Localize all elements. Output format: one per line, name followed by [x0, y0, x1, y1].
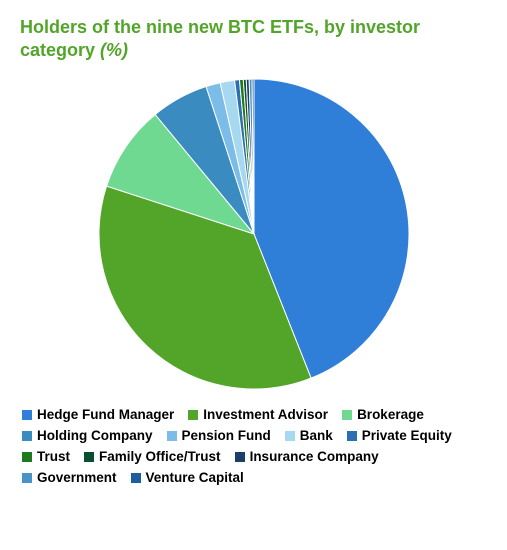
legend-swatch	[131, 473, 141, 483]
legend-swatch	[22, 452, 32, 462]
legend-item: Private Equity	[347, 428, 452, 443]
legend-label: Pension Fund	[182, 428, 271, 443]
legend-label: Family Office/Trust	[99, 449, 221, 464]
legend-item: Investment Advisor	[188, 407, 328, 422]
legend-swatch	[84, 452, 94, 462]
chart-title: Holders of the nine new BTC ETFs, by inv…	[20, 16, 487, 61]
legend-item: Insurance Company	[235, 449, 379, 464]
chart-title-main: Holders of the nine new BTC ETFs, by inv…	[20, 17, 420, 60]
legend-item: Holding Company	[22, 428, 153, 443]
legend-swatch	[167, 431, 177, 441]
legend-label: Investment Advisor	[203, 407, 328, 422]
legend-swatch	[342, 410, 352, 420]
legend-swatch	[22, 431, 32, 441]
legend-swatch	[235, 452, 245, 462]
legend-swatch	[22, 473, 32, 483]
legend-label: Trust	[37, 449, 70, 464]
legend-item: Government	[22, 470, 117, 485]
chart-title-unit: (%)	[100, 40, 128, 60]
legend-label: Hedge Fund Manager	[37, 407, 174, 422]
legend-item: Venture Capital	[131, 470, 244, 485]
legend-item: Hedge Fund Manager	[22, 407, 174, 422]
chart-legend: Hedge Fund Manager Investment Advisor Brok…	[20, 407, 487, 491]
legend-item: Bank	[285, 428, 333, 443]
legend-swatch	[347, 431, 357, 441]
legend-label: Private Equity	[362, 428, 452, 443]
legend-label: Insurance Company	[250, 449, 379, 464]
legend-label: Brokerage	[357, 407, 424, 422]
legend-swatch	[188, 410, 198, 420]
legend-label: Venture Capital	[146, 470, 244, 485]
legend-swatch	[285, 431, 295, 441]
legend-label: Government	[37, 470, 117, 485]
legend-item: Brokerage	[342, 407, 424, 422]
legend-item: Trust	[22, 449, 70, 464]
legend-item: Family Office/Trust	[84, 449, 221, 464]
legend-label: Bank	[300, 428, 333, 443]
legend-item: Pension Fund	[167, 428, 271, 443]
pie-chart	[84, 69, 424, 399]
legend-label: Holding Company	[37, 428, 153, 443]
pie-chart-container	[20, 69, 487, 399]
legend-swatch	[22, 410, 32, 420]
